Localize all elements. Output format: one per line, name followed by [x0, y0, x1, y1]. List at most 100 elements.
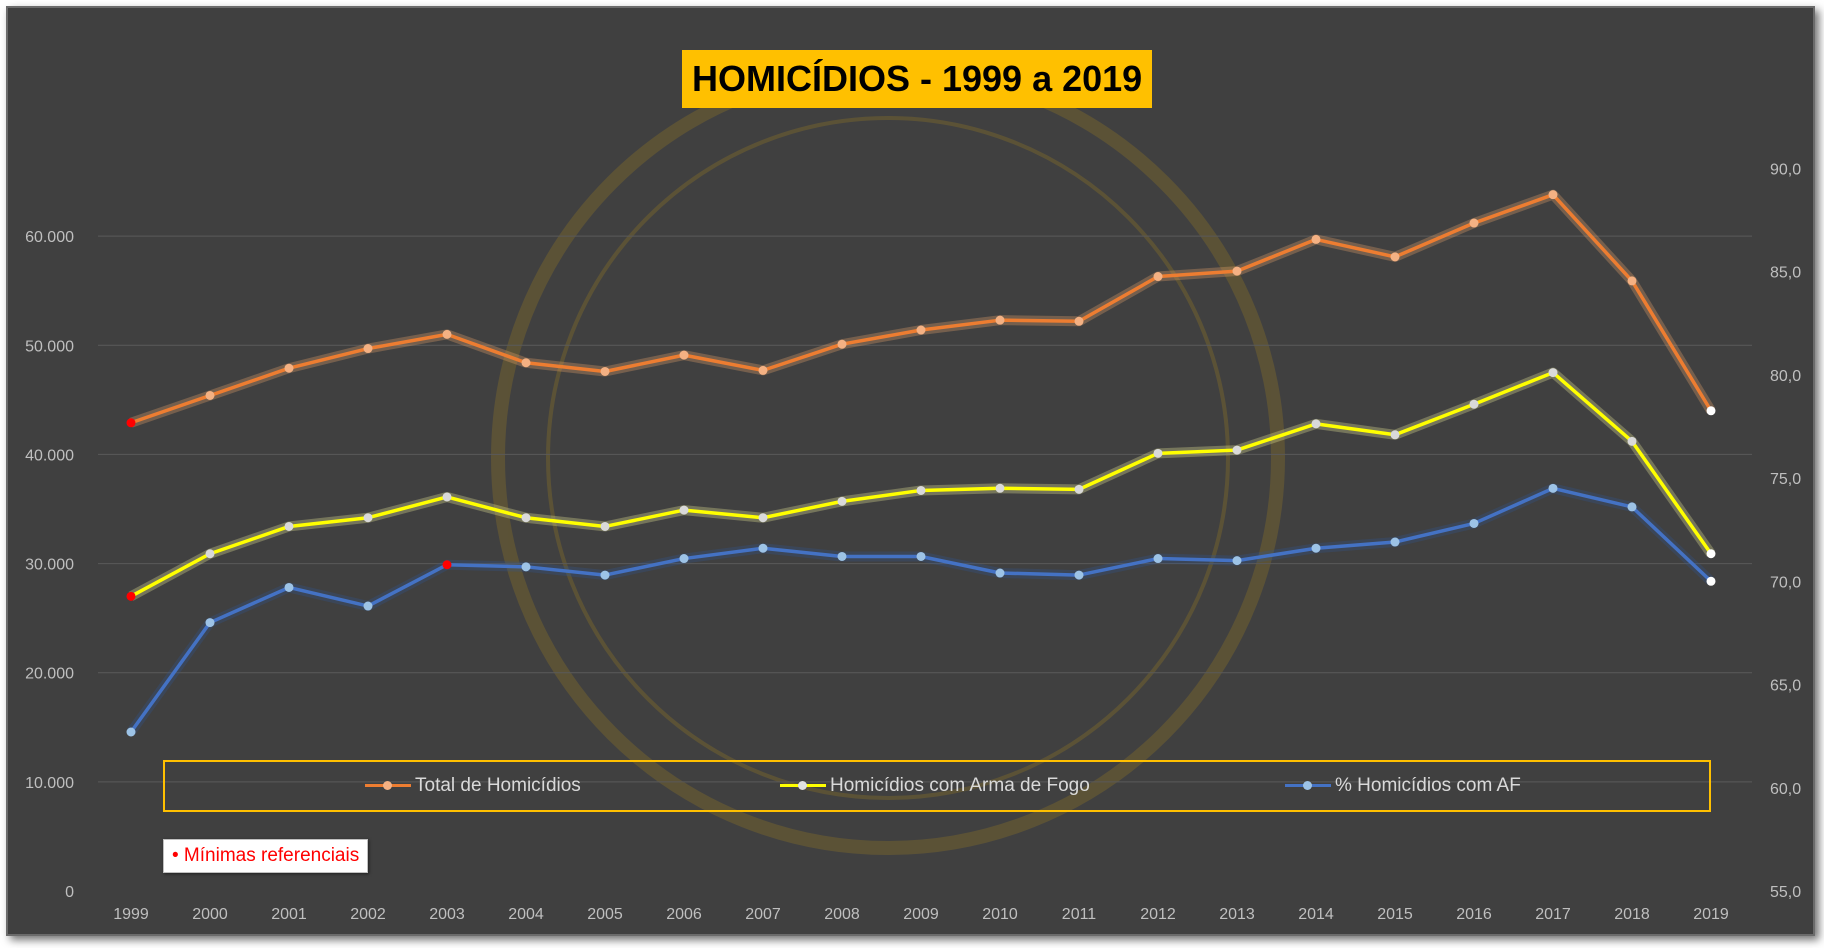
data-point [758, 365, 768, 375]
data-point [442, 492, 452, 502]
right-tick-label: 80,0 [1770, 368, 1801, 385]
data-point [679, 350, 689, 360]
x-tick-label: 2007 [745, 906, 781, 923]
data-point [1311, 419, 1321, 429]
x-tick-label: 2018 [1614, 906, 1650, 923]
data-point [837, 339, 847, 349]
data-point [758, 513, 768, 523]
x-tick-label: 1999 [113, 906, 149, 923]
left-tick-label: 30.000 [25, 557, 74, 574]
x-tick-label: 2004 [508, 906, 544, 923]
data-point [205, 618, 215, 628]
data-point [837, 496, 847, 506]
data-point [995, 315, 1005, 325]
left-tick-label: 0 [65, 884, 74, 901]
x-tick-label: 2006 [666, 906, 702, 923]
right-tick-label: 70,0 [1770, 574, 1801, 591]
data-point [284, 521, 294, 531]
legend-label-arma-de-fogo: Homicídios com Arma de Fogo [830, 775, 1090, 796]
data-point [1153, 272, 1163, 282]
data-point [1627, 436, 1637, 446]
x-tick-label: 2008 [824, 906, 860, 923]
data-point [521, 358, 531, 368]
data-point [758, 543, 768, 553]
right-axis: 55,0 60,0 65,0 70,0 75,0 80,0 85,0 90,0 [1770, 161, 1801, 901]
legend-item-arma-de-fogo: Homicídios com Arma de Fogo [780, 762, 1090, 810]
data-point [837, 551, 847, 561]
data-point [1390, 537, 1400, 547]
data-point [1311, 234, 1321, 244]
legend-item-total: Total de Homicídios [365, 762, 581, 810]
data-point [600, 521, 610, 531]
data-point [995, 483, 1005, 493]
data-point [916, 551, 926, 561]
data-point [679, 505, 689, 515]
x-tick-label: 2010 [982, 906, 1018, 923]
data-point [1627, 276, 1637, 286]
data-point [1706, 549, 1716, 559]
data-point [1074, 484, 1084, 494]
data-point [521, 513, 531, 523]
data-point [205, 549, 215, 559]
data-point [1469, 218, 1479, 228]
left-tick-label: 50.000 [25, 338, 74, 355]
data-point [363, 344, 373, 354]
data-point [284, 363, 294, 373]
legend-label-total: Total de Homicídios [415, 775, 581, 796]
data-point [600, 366, 610, 376]
series-line [130, 192, 1713, 425]
data-point [916, 325, 926, 335]
legend-label-percent-af: % Homicídios com AF [1335, 775, 1521, 796]
data-point [1232, 266, 1242, 276]
data-point [1548, 190, 1558, 200]
series-group [126, 189, 1716, 737]
x-tick-label: 2014 [1298, 906, 1334, 923]
data-point [1706, 406, 1716, 416]
data-point [1706, 576, 1716, 586]
x-tick-label: 2011 [1062, 906, 1097, 923]
data-point [1390, 252, 1400, 262]
x-tick-label: 2019 [1693, 906, 1729, 923]
data-point [284, 582, 294, 592]
data-point [363, 601, 373, 611]
legend-swatch-percent-af [1285, 781, 1331, 791]
x-tick-label: 2017 [1535, 906, 1571, 923]
right-tick-label: 55,0 [1770, 884, 1801, 901]
data-point [600, 570, 610, 580]
legend-swatch-total [365, 781, 411, 791]
data-point [363, 513, 373, 523]
data-point [679, 554, 689, 564]
minimum-note: • Mínimas referenciais [163, 839, 369, 873]
x-tick-label: 2015 [1377, 906, 1413, 923]
data-point [1469, 518, 1479, 528]
data-point [1390, 430, 1400, 440]
x-tick-label: 2009 [903, 906, 939, 923]
left-axis: 0 10.000 20.000 30.000 40.000 50.000 60.000 [25, 229, 74, 901]
data-point [1153, 448, 1163, 458]
legend: Total de Homicídios Homicídios com Arma … [163, 760, 1711, 812]
data-point [1074, 570, 1084, 580]
data-point [442, 329, 452, 339]
series-glow [129, 189, 1716, 428]
right-tick-label: 60,0 [1770, 781, 1801, 798]
minimum-note-text: • Mínimas referenciais [172, 845, 360, 866]
data-point [1153, 554, 1163, 564]
data-point [1232, 445, 1242, 455]
x-tick-label: 2016 [1456, 906, 1492, 923]
chart-title: HOMICÍDIOS - 1999 a 2019 [682, 50, 1153, 108]
data-point [442, 560, 452, 570]
left-tick-label: 40.000 [25, 447, 74, 464]
left-tick-label: 20.000 [25, 666, 74, 683]
x-tick-label: 2003 [429, 906, 465, 923]
data-point [521, 562, 531, 572]
x-axis: 1999 2000 2001 2002 2003 2004 2005 2006 2007 2008… [113, 906, 1729, 923]
right-tick-label: 85,0 [1770, 265, 1801, 282]
left-tick-label: 60.000 [25, 229, 74, 246]
data-point [1074, 316, 1084, 326]
left-tick-label: 10.000 [25, 775, 74, 792]
gridlines [98, 235, 1752, 783]
x-tick-label: 2001 [271, 906, 307, 923]
right-tick-label: 90,0 [1770, 161, 1801, 178]
data-point [126, 591, 136, 601]
chart-area: 0 10.000 20.000 30.000 40.000 50.000 60.000 55… [6, 6, 1815, 936]
